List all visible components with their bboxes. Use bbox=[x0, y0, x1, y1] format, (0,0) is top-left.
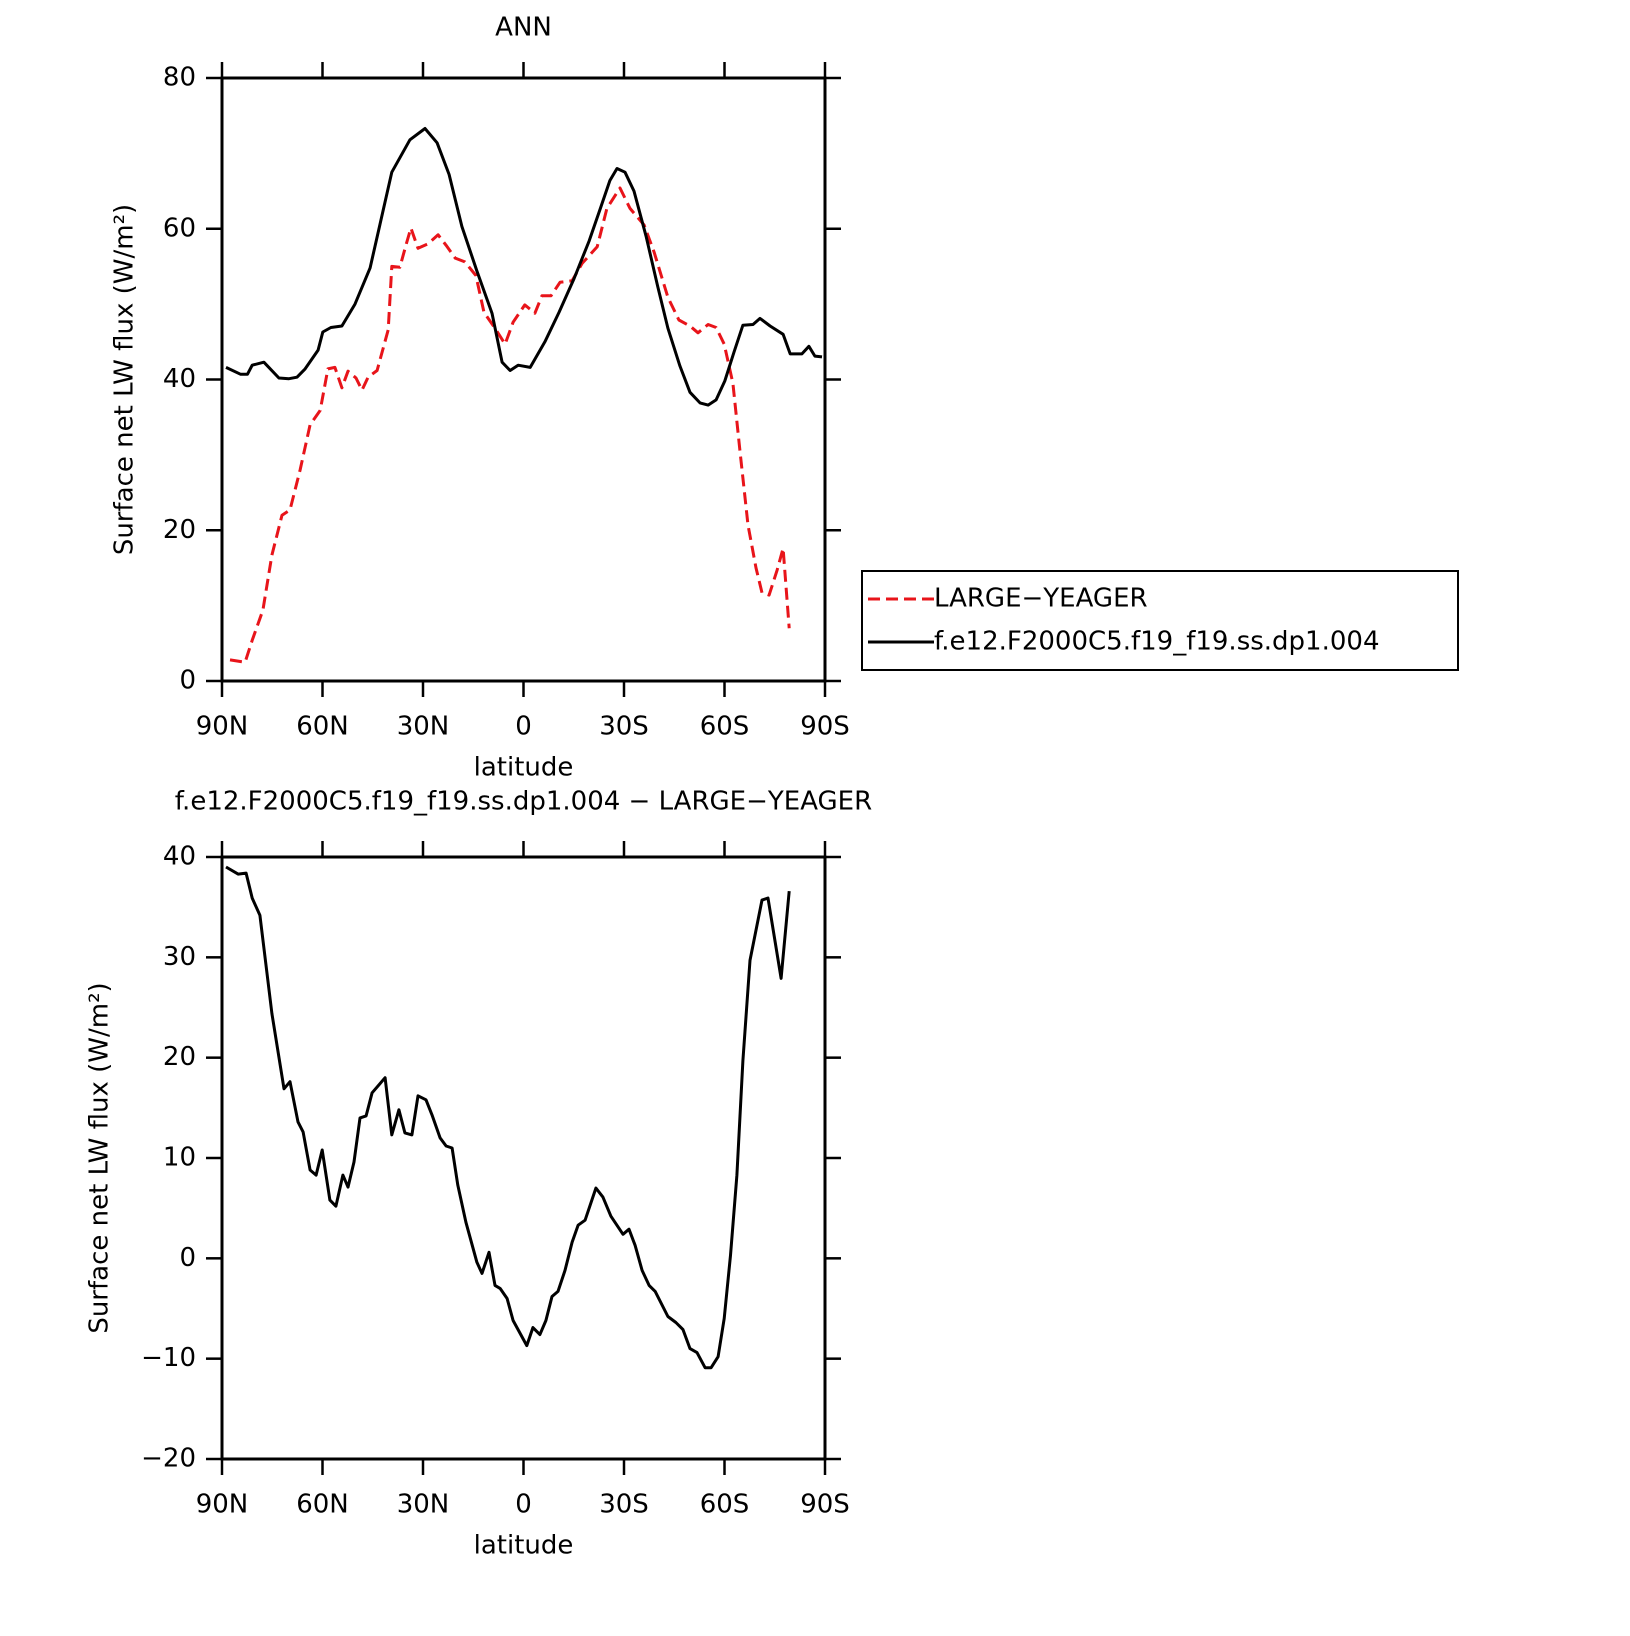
x-tick-label: 30N bbox=[397, 712, 450, 742]
chart-title: f.e12.F2000C5.f19_f19.ss.dp1.004 − LARGE… bbox=[175, 787, 872, 817]
x-tick-label: 30N bbox=[397, 1490, 450, 1520]
y-tick-label: 20 bbox=[163, 1042, 196, 1072]
legend-label: f.e12.F2000C5.f19_f19.ss.dp1.004 bbox=[934, 627, 1380, 657]
y-tick-label: 0 bbox=[179, 1243, 196, 1273]
x-tick-label: 60S bbox=[700, 1490, 750, 1520]
x-axis-label: latitude bbox=[474, 1531, 574, 1561]
y-tick-label: 60 bbox=[163, 213, 196, 243]
y-tick-label: 0 bbox=[179, 666, 196, 696]
x-tick-label: 0 bbox=[515, 712, 532, 742]
y-tick-label: 40 bbox=[163, 364, 196, 394]
plot-frame bbox=[220, 76, 827, 683]
x-tick-label: 90N bbox=[196, 1490, 249, 1520]
x-tick-label: 60N bbox=[296, 1490, 349, 1520]
x-tick-label: 90S bbox=[800, 1490, 850, 1520]
y-axis-label: Surface net LW flux (W/m²) bbox=[110, 204, 140, 555]
data-line bbox=[229, 186, 791, 664]
chart-title: ANN bbox=[495, 13, 552, 43]
legend-box bbox=[861, 570, 1459, 671]
y-tick-label: 20 bbox=[163, 515, 196, 545]
x-tick-label: 90S bbox=[800, 712, 850, 742]
y-tick-label: 40 bbox=[163, 842, 196, 872]
data-line bbox=[225, 127, 823, 407]
x-tick-label: 90N bbox=[196, 712, 249, 742]
x-tick-label: 30S bbox=[599, 712, 649, 742]
data-line bbox=[225, 865, 791, 1370]
legend-label: LARGE−YEAGER bbox=[934, 584, 1148, 614]
x-tick-label: 60N bbox=[296, 712, 349, 742]
x-tick-label: 60S bbox=[700, 712, 750, 742]
y-tick-label: 80 bbox=[163, 63, 196, 93]
x-axis-label: latitude bbox=[474, 753, 574, 783]
y-tick-label: 10 bbox=[163, 1143, 196, 1173]
y-axis-label: Surface net LW flux (W/m²) bbox=[85, 982, 115, 1333]
x-tick-label: 0 bbox=[515, 1490, 532, 1520]
y-tick-label: 30 bbox=[163, 942, 196, 972]
y-tick-label: −20 bbox=[141, 1444, 196, 1474]
y-tick-label: −10 bbox=[141, 1343, 196, 1373]
plot-frame bbox=[220, 855, 827, 1461]
x-tick-label: 30S bbox=[599, 1490, 649, 1520]
